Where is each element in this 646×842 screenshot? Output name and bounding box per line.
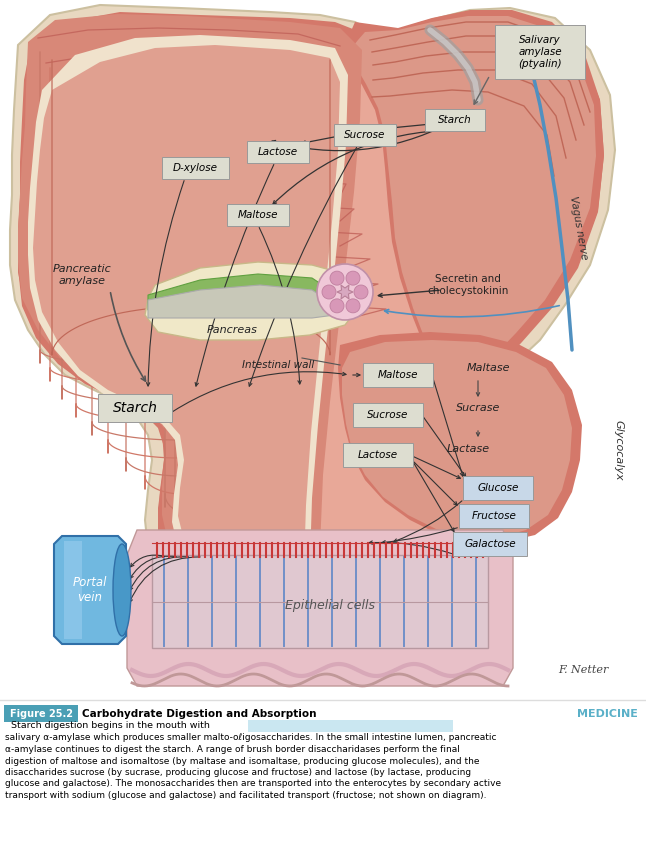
FancyBboxPatch shape (453, 532, 527, 556)
FancyBboxPatch shape (459, 504, 529, 528)
Text: Sucrose: Sucrose (368, 410, 409, 420)
Ellipse shape (113, 544, 131, 636)
Polygon shape (342, 340, 572, 538)
Polygon shape (28, 35, 348, 608)
Polygon shape (152, 555, 488, 648)
Text: Glycocalyx: Glycocalyx (613, 419, 623, 480)
Text: digestion of maltose and isomaltose (by maltase and isomaltase, producing glucos: digestion of maltose and isomaltose (by … (5, 756, 479, 765)
FancyBboxPatch shape (363, 363, 433, 387)
Polygon shape (0, 700, 646, 842)
Text: Lactose: Lactose (258, 147, 298, 157)
Text: D-xylose: D-xylose (172, 163, 218, 173)
Text: Maltose: Maltose (238, 210, 278, 220)
Circle shape (317, 264, 373, 320)
Text: Glucose: Glucose (477, 483, 519, 493)
Circle shape (346, 271, 360, 285)
Polygon shape (54, 536, 126, 644)
Text: Sucrase: Sucrase (456, 403, 500, 413)
FancyBboxPatch shape (495, 25, 585, 79)
FancyBboxPatch shape (4, 705, 78, 722)
Text: Starch: Starch (438, 115, 472, 125)
FancyBboxPatch shape (463, 476, 533, 500)
FancyBboxPatch shape (227, 204, 289, 226)
Circle shape (354, 285, 368, 299)
Text: Lactase: Lactase (446, 444, 490, 454)
Text: Figure 25.2: Figure 25.2 (10, 709, 72, 719)
FancyBboxPatch shape (162, 157, 229, 179)
Text: transport with sodium (glucose and galactose) and facilitated transport (fructos: transport with sodium (glucose and galac… (5, 791, 486, 800)
Text: Pancreas: Pancreas (207, 325, 258, 335)
Polygon shape (145, 262, 358, 340)
Text: Epithelial cells: Epithelial cells (285, 599, 375, 611)
Polygon shape (337, 285, 353, 299)
Polygon shape (148, 274, 330, 315)
Text: Carbohydrate Digestion and Absorption: Carbohydrate Digestion and Absorption (82, 709, 317, 719)
Polygon shape (127, 530, 513, 686)
Text: F. Netter: F. Netter (558, 665, 609, 675)
Text: Sucrose: Sucrose (344, 130, 386, 140)
Text: Intestinal wall: Intestinal wall (242, 360, 314, 370)
Circle shape (346, 299, 360, 313)
Polygon shape (64, 541, 82, 639)
Polygon shape (24, 22, 592, 615)
Polygon shape (18, 12, 604, 622)
Text: Starch: Starch (112, 401, 158, 415)
Text: disaccharides sucrose (by sucrase, producing glucose and fructose) and lactose (: disaccharides sucrose (by sucrase, produ… (5, 768, 471, 777)
Circle shape (330, 299, 344, 313)
FancyBboxPatch shape (343, 443, 413, 467)
Text: glucose and galactose). The monosaccharides then are transported into the entero: glucose and galactose). The monosacchari… (5, 780, 501, 788)
Text: Vagus nerve: Vagus nerve (568, 195, 589, 261)
Text: Galactose: Galactose (464, 539, 516, 549)
Text: α-amylase continues to digest the starch. A range of brush border disaccharidase: α-amylase continues to digest the starch… (5, 745, 460, 754)
FancyBboxPatch shape (353, 403, 423, 427)
Text: Pancreatic
amylase: Pancreatic amylase (52, 264, 111, 285)
Circle shape (322, 285, 336, 299)
Text: Starch digestion begins in the mouth with: Starch digestion begins in the mouth wit… (5, 722, 210, 731)
Text: Salivary
amylase
(ptyalin): Salivary amylase (ptyalin) (518, 35, 562, 68)
Polygon shape (18, 18, 355, 632)
Text: Portal
vein: Portal vein (73, 576, 107, 604)
Text: MEDICINE: MEDICINE (577, 709, 638, 719)
Polygon shape (338, 332, 582, 542)
Text: Lactose: Lactose (358, 450, 398, 460)
Text: salivary α-amylase which produces smaller malto-oℓigosaccharides. In the small i: salivary α-amylase which produces smalle… (5, 733, 497, 743)
Text: Maltose: Maltose (378, 370, 418, 380)
FancyBboxPatch shape (425, 109, 485, 131)
FancyBboxPatch shape (247, 141, 309, 163)
Circle shape (330, 271, 344, 285)
Text: Secretin and
cholecystokinin: Secretin and cholecystokinin (427, 274, 508, 296)
Polygon shape (18, 14, 362, 628)
Polygon shape (33, 45, 340, 602)
Polygon shape (350, 16, 596, 400)
FancyBboxPatch shape (334, 124, 396, 146)
Polygon shape (10, 5, 615, 632)
Text: Fructose: Fructose (472, 511, 516, 521)
FancyBboxPatch shape (248, 720, 453, 732)
Polygon shape (340, 10, 604, 408)
Text: Maltase: Maltase (466, 363, 510, 373)
FancyBboxPatch shape (98, 394, 172, 422)
Polygon shape (148, 285, 335, 318)
